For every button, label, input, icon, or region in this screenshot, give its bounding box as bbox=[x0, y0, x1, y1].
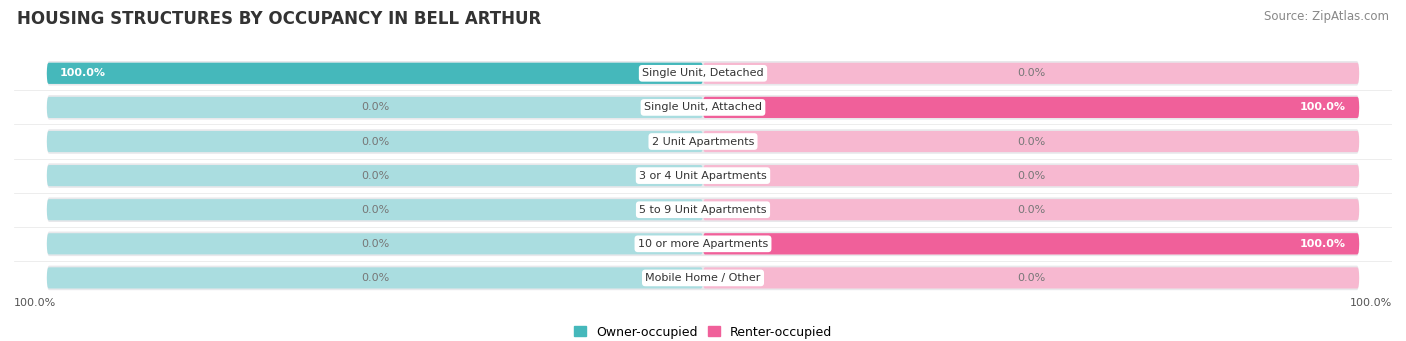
Legend: Owner-occupied, Renter-occupied: Owner-occupied, Renter-occupied bbox=[568, 321, 838, 341]
FancyBboxPatch shape bbox=[46, 232, 1360, 256]
FancyBboxPatch shape bbox=[703, 131, 1360, 152]
FancyBboxPatch shape bbox=[46, 233, 703, 254]
FancyBboxPatch shape bbox=[46, 165, 703, 186]
Text: Mobile Home / Other: Mobile Home / Other bbox=[645, 273, 761, 283]
Text: 100.0%: 100.0% bbox=[60, 68, 105, 78]
Text: 0.0%: 0.0% bbox=[361, 170, 389, 181]
Text: 10 or more Apartments: 10 or more Apartments bbox=[638, 239, 768, 249]
FancyBboxPatch shape bbox=[703, 63, 1360, 84]
Text: 3 or 4 Unit Apartments: 3 or 4 Unit Apartments bbox=[640, 170, 766, 181]
FancyBboxPatch shape bbox=[703, 233, 1360, 254]
FancyBboxPatch shape bbox=[703, 97, 1360, 118]
Text: 100.0%: 100.0% bbox=[14, 298, 56, 308]
Text: 0.0%: 0.0% bbox=[361, 102, 389, 113]
Text: 0.0%: 0.0% bbox=[361, 136, 389, 147]
Text: 0.0%: 0.0% bbox=[1017, 68, 1045, 78]
FancyBboxPatch shape bbox=[46, 63, 703, 84]
FancyBboxPatch shape bbox=[46, 61, 1360, 86]
FancyBboxPatch shape bbox=[703, 97, 1360, 118]
Text: Source: ZipAtlas.com: Source: ZipAtlas.com bbox=[1264, 10, 1389, 23]
Text: 0.0%: 0.0% bbox=[361, 205, 389, 215]
FancyBboxPatch shape bbox=[46, 266, 1360, 290]
FancyBboxPatch shape bbox=[46, 267, 703, 288]
Text: 0.0%: 0.0% bbox=[1017, 170, 1045, 181]
FancyBboxPatch shape bbox=[46, 129, 1360, 154]
Text: HOUSING STRUCTURES BY OCCUPANCY IN BELL ARTHUR: HOUSING STRUCTURES BY OCCUPANCY IN BELL … bbox=[17, 10, 541, 28]
Text: 100.0%: 100.0% bbox=[1301, 102, 1346, 113]
FancyBboxPatch shape bbox=[703, 233, 1360, 254]
Text: 0.0%: 0.0% bbox=[361, 239, 389, 249]
Text: 5 to 9 Unit Apartments: 5 to 9 Unit Apartments bbox=[640, 205, 766, 215]
Text: 0.0%: 0.0% bbox=[1017, 205, 1045, 215]
FancyBboxPatch shape bbox=[46, 163, 1360, 188]
Text: 100.0%: 100.0% bbox=[1350, 298, 1392, 308]
FancyBboxPatch shape bbox=[46, 131, 703, 152]
FancyBboxPatch shape bbox=[703, 165, 1360, 186]
Text: 0.0%: 0.0% bbox=[1017, 136, 1045, 147]
FancyBboxPatch shape bbox=[46, 97, 703, 118]
Text: 0.0%: 0.0% bbox=[1017, 273, 1045, 283]
FancyBboxPatch shape bbox=[46, 199, 703, 220]
Text: 2 Unit Apartments: 2 Unit Apartments bbox=[652, 136, 754, 147]
FancyBboxPatch shape bbox=[46, 63, 703, 84]
Text: 0.0%: 0.0% bbox=[361, 273, 389, 283]
FancyBboxPatch shape bbox=[703, 267, 1360, 288]
FancyBboxPatch shape bbox=[46, 197, 1360, 222]
Text: Single Unit, Detached: Single Unit, Detached bbox=[643, 68, 763, 78]
Text: Single Unit, Attached: Single Unit, Attached bbox=[644, 102, 762, 113]
Text: 100.0%: 100.0% bbox=[1301, 239, 1346, 249]
FancyBboxPatch shape bbox=[46, 95, 1360, 120]
FancyBboxPatch shape bbox=[703, 199, 1360, 220]
